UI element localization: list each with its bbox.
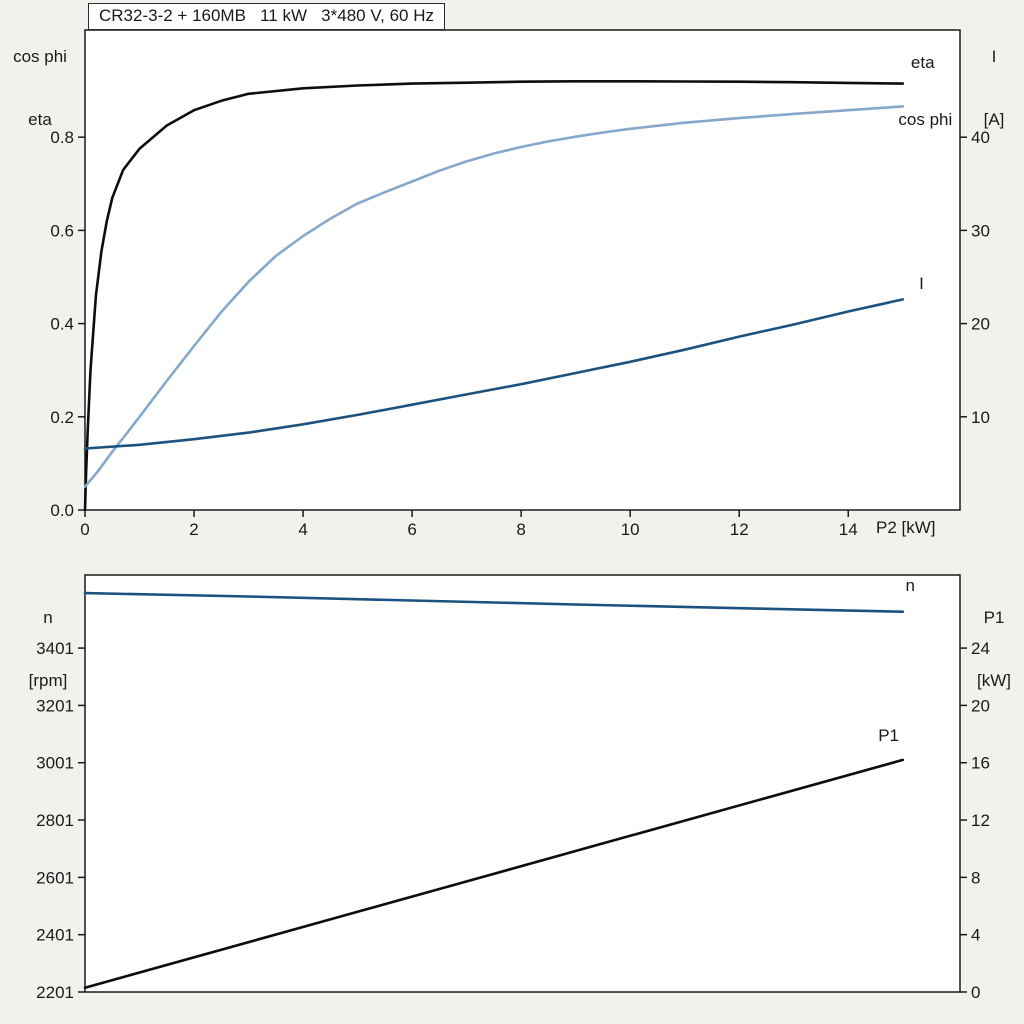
x-tick-label: 14 bbox=[839, 520, 858, 539]
x-tick-label: 0 bbox=[80, 520, 89, 539]
y-right-tick-label: 24 bbox=[971, 639, 990, 658]
left-axis-title-line1: n bbox=[43, 608, 53, 627]
y-right-tick-label: 20 bbox=[971, 696, 990, 715]
y-left-tick-label: 3001 bbox=[36, 754, 74, 773]
right-axis-title-line2: [A] bbox=[983, 110, 1005, 129]
x-tick-label: 2 bbox=[189, 520, 198, 539]
series-I-label: I bbox=[919, 274, 924, 293]
x-tick-label: 8 bbox=[516, 520, 525, 539]
right-axis-title-line1: P1 bbox=[983, 608, 1005, 627]
left-axis-title-line2: [rpm] bbox=[28, 671, 68, 690]
series-n-curve bbox=[83, 591, 905, 613]
y-left-tick-label: 2401 bbox=[36, 926, 74, 945]
y-right-tick-label: 12 bbox=[971, 811, 990, 830]
x-tick-label: 6 bbox=[407, 520, 416, 539]
x-axis-title: P2 [kW] bbox=[876, 518, 936, 537]
y-right-tick-label: 30 bbox=[971, 221, 990, 240]
right-axis-title-line1: I bbox=[991, 47, 997, 66]
series-P1-label: P1 bbox=[878, 726, 899, 745]
y-left-tick-label: 0.6 bbox=[50, 221, 74, 240]
series-I-curve bbox=[83, 298, 905, 450]
top-chart-left-axis-title: cos phi eta bbox=[4, 4, 76, 151]
y-right-tick-label: 40 bbox=[971, 128, 990, 147]
chart-title-box: CR32-3-2 + 160MB 11 kW 3*480 V, 60 Hz bbox=[88, 3, 445, 30]
right-axis-title-line2: [kW] bbox=[977, 671, 1011, 690]
y-left-tick-label: 2601 bbox=[36, 868, 74, 887]
plot-area bbox=[84, 574, 961, 993]
series-cos-phi-curve bbox=[83, 105, 905, 488]
x-tick-label: 12 bbox=[730, 520, 749, 539]
y-left-tick-label: 3201 bbox=[36, 696, 74, 715]
y-left-tick-label: 0.0 bbox=[50, 501, 74, 520]
y-right-tick-label: 10 bbox=[971, 408, 990, 427]
x-tick-label: 4 bbox=[298, 520, 307, 539]
y-left-tick-label: 0.4 bbox=[50, 315, 74, 334]
y-left-tick-label: 2201 bbox=[36, 983, 74, 1002]
series-eta-label: eta bbox=[911, 53, 935, 72]
left-axis-title-line2: eta bbox=[28, 110, 52, 129]
top-chart-right-axis-title: I [A] bbox=[968, 4, 1020, 151]
bottom-chart-right-axis-title: P1 [kW] bbox=[968, 565, 1020, 712]
y-right-tick-label: 20 bbox=[971, 315, 990, 334]
y-right-tick-label: 16 bbox=[971, 754, 990, 773]
y-left-tick-label: 2801 bbox=[36, 811, 74, 830]
y-left-tick-label: 0.2 bbox=[50, 408, 74, 427]
series-eta-curve bbox=[83, 80, 905, 512]
x-tick-label: 10 bbox=[621, 520, 640, 539]
series-cos-phi-label: cos phi bbox=[898, 110, 952, 129]
y-right-tick-label: 4 bbox=[971, 926, 980, 945]
y-left-tick-label: 3401 bbox=[36, 639, 74, 658]
y-right-tick-label: 8 bbox=[971, 868, 980, 887]
left-axis-title-line1: cos phi bbox=[13, 47, 67, 66]
plot-area bbox=[84, 29, 961, 511]
bottom-chart-left-axis-title: n [rpm] bbox=[14, 565, 82, 712]
series-P1-curve bbox=[83, 758, 905, 989]
y-left-tick-label: 0.8 bbox=[50, 128, 74, 147]
y-right-tick-label: 0 bbox=[971, 983, 980, 1002]
series-n-label: n bbox=[905, 576, 914, 595]
